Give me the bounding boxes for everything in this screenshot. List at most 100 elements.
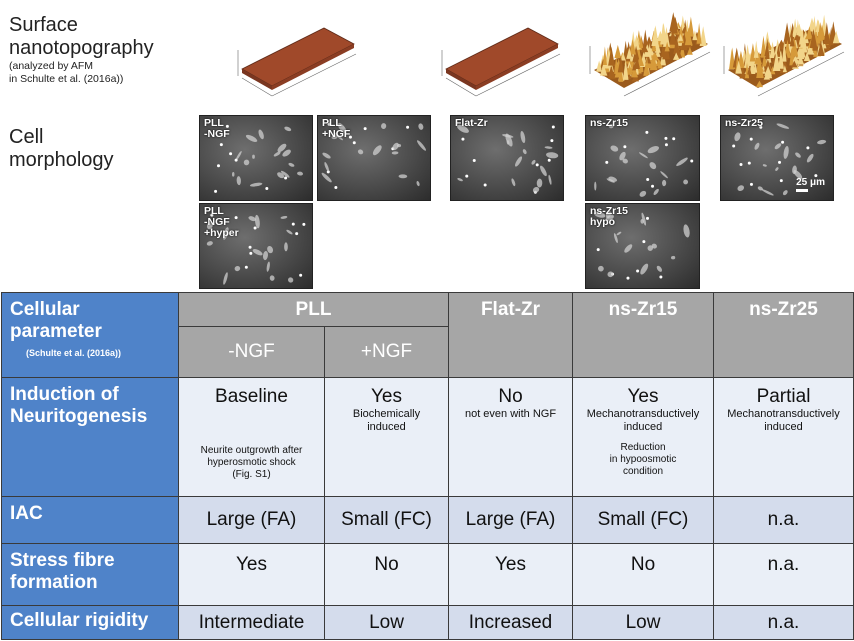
micrograph-label: ns-Zr25 [725,117,763,129]
header-ns-zr25: ns-Zr25 [713,292,854,378]
morphology-section-label: Cell morphology [9,126,114,172]
cell-rigidity-ns-zr25: n.a. [713,605,854,640]
stress-label-line2: formation [10,572,98,593]
cell-note: condition [622,466,664,477]
micrograph-label: PLL -NGF +hyper [204,205,239,239]
cell-value: Increased [468,611,553,633]
row-header-iac: IAC [1,496,179,544]
micrograph-ns-zr15-hypo: ns-Zr15 hypo [585,203,700,289]
scale-bar-label: 25 μm [796,177,825,188]
cell-rigidity-ns-zr15: Low [572,605,714,640]
cell-value: Small (FC) [597,509,689,530]
cell-sub: induced [367,421,406,433]
cell-note: Reduction [620,442,666,453]
cell-neuritogenesis-pll-plus: Yes Biochemically induced [324,377,449,497]
micrograph-label: ns-Zr15 [590,117,628,129]
cell-note: Neurite outgrowth after [200,445,303,456]
cell-value: Low [625,611,661,633]
scale-bar-line [796,189,809,192]
header-param-ref: (Schulte et al. (2016a)) [26,348,122,358]
surface-note-line2: in Schulte et al. (2016a)) [9,73,124,85]
cell-note: in hypoosmotic [609,454,677,465]
cell-value: No [630,554,656,575]
header-pll: PLL [178,292,449,327]
cell-value: Large (FA) [465,509,556,530]
micrograph-label: Flat-Zr [455,117,488,129]
cell-iac-flat-zr: Large (FA) [448,496,573,544]
micrograph-ns-zr25: ns-Zr25 25 μm [720,115,834,201]
scale-bar: 25 μm [796,177,825,192]
micrograph-flat-zr: Flat-Zr [450,115,564,201]
afm-plot-flat-zr [441,27,561,97]
surface-title-line2: nanotopography [9,37,154,59]
cell-iac-ns-zr15: Small (FC) [572,496,714,544]
cell-note: hyperosmotic shock [207,457,296,468]
morphology-title-line1: Cell [9,126,44,148]
cell-value: Baseline [215,386,288,407]
header-plus-ngf: +NGF [324,326,449,378]
header-flat-zr: Flat-Zr [448,292,573,378]
micrograph-label: PLL +NGF [322,117,351,140]
cell-value: Partial [756,386,811,407]
cell-value: n.a. [767,509,800,530]
surface-note-line1: (analyzed by AFM [9,60,94,72]
cell-stress-ns-zr25: n.a. [713,543,854,606]
afm-plot-ns-zr15 [589,12,711,97]
cellular-parameter-table: Cellular parameter (Schulte et al. (2016… [1,292,854,640]
cell-stress-pll-plus: No [324,543,449,606]
cell-value: No [498,386,523,407]
neuritogenesis-label-line1: Induction of [10,384,119,405]
cell-iac-pll-minus: Large (FA) [178,496,325,544]
micrograph-label: ns-Zr15 hypo [590,205,628,228]
cell-iac-ns-zr25: n.a. [713,496,854,544]
cell-stress-flat-zr: Yes [448,543,573,606]
cell-value: Yes [371,386,402,407]
cell-value: Small (FC) [341,509,432,530]
cell-stress-ns-zr15: No [572,543,714,606]
header-param-line1: Cellular [10,299,80,320]
micrograph-label: PLL -NGF [204,117,230,140]
cell-neuritogenesis-ns-zr25: Partial Mechanotransductively induced [713,377,854,497]
morphology-title-line2: morphology [9,149,114,171]
micrograph-pll-plus-ngf: PLL +NGF [317,115,431,201]
stress-label-line1: Stress fibre [10,550,115,571]
cell-note: (Fig. S1) [232,469,271,480]
cell-sub: Biochemically [352,408,421,420]
cell-value: Low [369,611,404,633]
cell-value: Intermediate [198,611,305,633]
cell-value: Yes [627,386,659,407]
surface-title-line1: Surface [9,14,78,36]
cell-sub: not even with NGF [464,408,557,420]
cell-value: Large (FA) [206,509,297,530]
cell-sub: Mechanotransductively [586,408,700,420]
cell-stress-pll-minus: Yes [178,543,325,606]
cell-value: n.a. [767,554,800,575]
header-minus-ngf: -NGF [178,326,325,378]
cell-rigidity-pll-plus: Low [324,605,449,640]
cell-neuritogenesis-pll-minus: Baseline Neurite outgrowth after hyperos… [178,377,325,497]
neuritogenesis-label-line2: Neuritogenesis [10,406,148,427]
surface-section-label: Surface nanotopography (analyzed by AFM … [9,14,154,86]
cell-sub: induced [623,421,663,433]
micrograph-ns-zr15: ns-Zr15 [585,115,700,201]
header-cellular-parameter: Cellular parameter (Schulte et al. (2016… [1,292,179,378]
cell-iac-pll-plus: Small (FC) [324,496,449,544]
cell-neuritogenesis-flat-zr: No not even with NGF [448,377,573,497]
afm-plot-pll [237,27,357,97]
cell-sub: induced [764,421,803,433]
cell-rigidity-pll-minus: Intermediate [178,605,325,640]
micrograph-pll-minus-ngf-hyper: PLL -NGF +hyper [199,203,313,289]
row-header-stress-fibre: Stress fibre formation [1,543,179,606]
cell-value: Yes [495,554,526,575]
cell-rigidity-flat-zr: Increased [448,605,573,640]
header-ns-zr15: ns-Zr15 [572,292,714,378]
cell-value: No [374,554,399,575]
micrograph-pll-minus-ngf: PLL -NGF [199,115,313,201]
afm-plot-ns-zr25 [723,14,845,97]
row-header-neuritogenesis: Induction of Neuritogenesis [1,377,179,497]
cell-value: n.a. [767,611,800,633]
cell-neuritogenesis-ns-zr15: Yes Mechanotransductively induced Reduct… [572,377,714,497]
cell-value: Yes [236,554,267,575]
row-header-cellular-rigidity: Cellular rigidity [1,605,179,640]
header-param-line2: parameter [10,321,102,342]
